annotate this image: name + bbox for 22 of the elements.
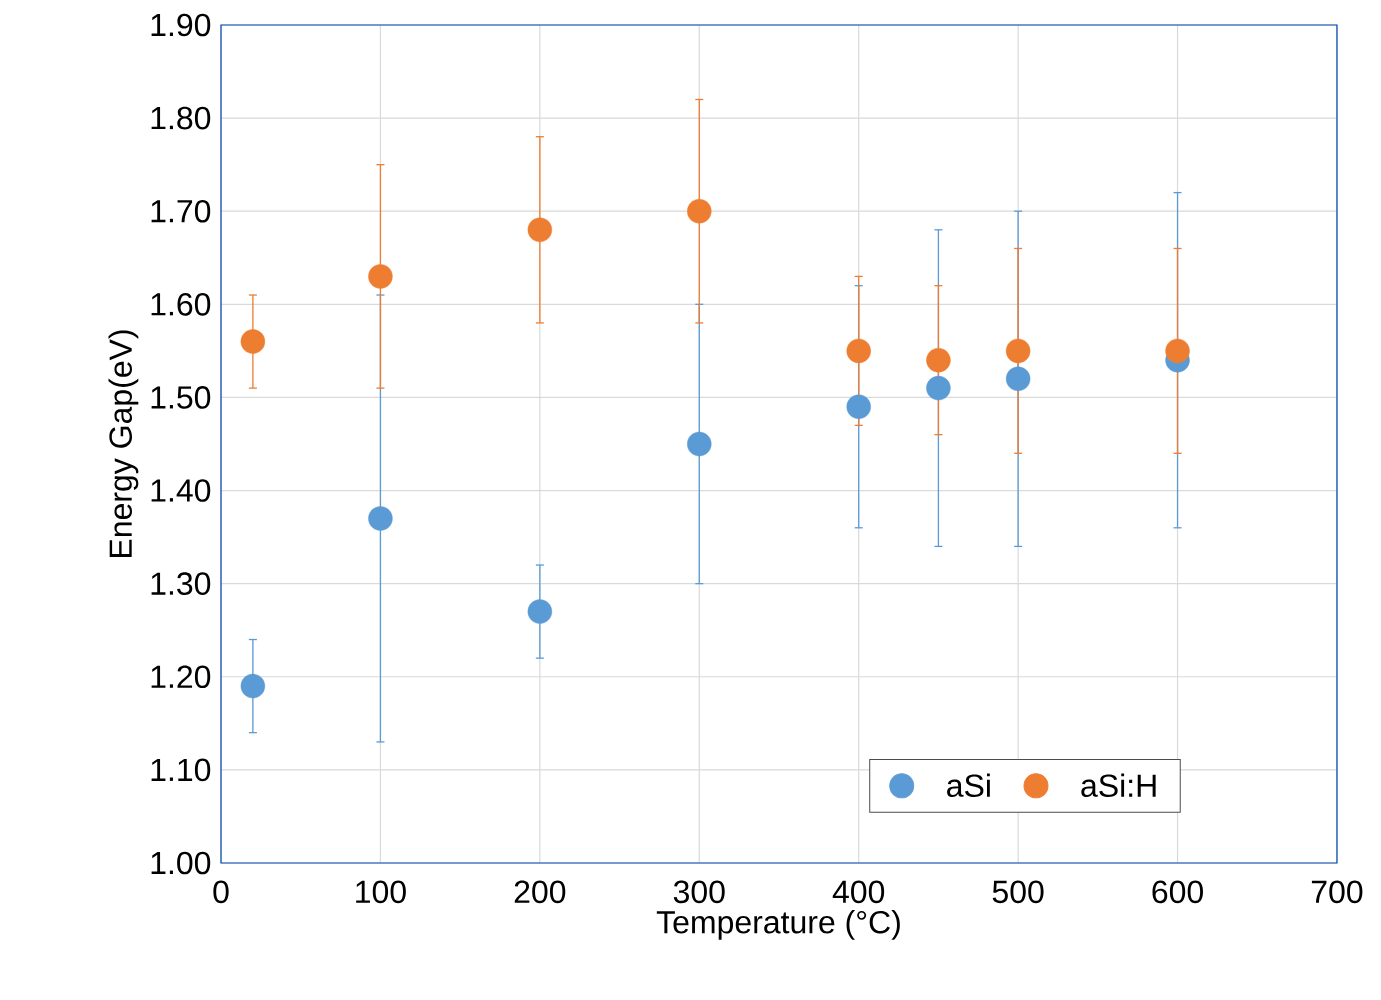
y-tick-label: 1.50 (151, 386, 211, 409)
y-tick-label: 1.90 (151, 13, 211, 37)
y-tick-label: 1.20 (151, 665, 211, 689)
x-tick-label: 0 (213, 880, 229, 904)
x-tick-label: 200 (514, 880, 566, 904)
x-tick-label: 100 (356, 880, 406, 904)
x-tick-label: 500 (992, 880, 1044, 904)
x-tick-label: 600 (1152, 880, 1203, 904)
x-tick-label: 400 (832, 880, 885, 904)
x-tick-label: 700 (1311, 880, 1363, 904)
x-axis-title: Temperature (°C) (656, 910, 900, 940)
y-tick-label: 1.10 (151, 758, 211, 782)
y-tick-label: 1.80 (151, 106, 211, 130)
y-tick-label: 1.30 (151, 572, 211, 595)
y-tick-label: 1.40 (151, 479, 211, 502)
legend-label: aSi:H (1081, 773, 1156, 798)
y-tick-label: 1.60 (151, 293, 211, 316)
y-tick-label: 1.00 (151, 851, 211, 875)
y-tick-label: 1.70 (151, 199, 211, 223)
legend-label: aSi (947, 773, 990, 798)
x-tick-label: 300 (673, 880, 725, 904)
y-axis-title: Energy Gap(eV) (108, 330, 139, 557)
